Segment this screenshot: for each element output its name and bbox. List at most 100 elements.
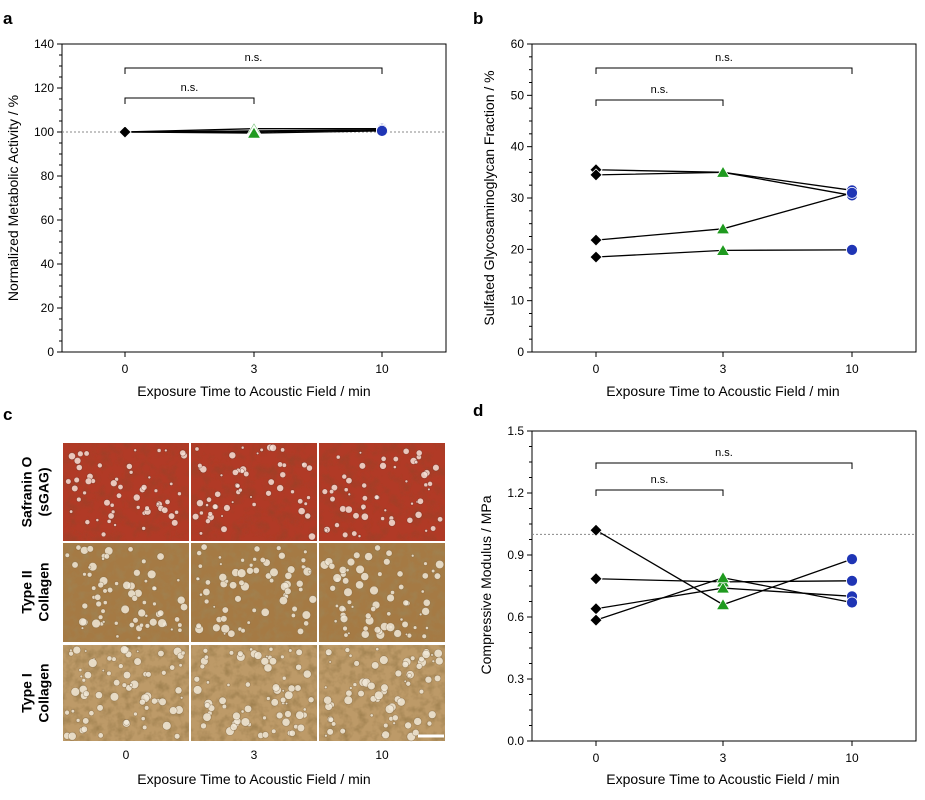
cell-lacuna	[345, 568, 350, 573]
cell-lacuna	[278, 552, 286, 560]
cell-lacuna	[367, 681, 376, 691]
cell-lacuna	[197, 563, 203, 569]
cell-lacuna	[421, 633, 427, 639]
cell-lacuna	[109, 502, 115, 508]
y-tick-label: 60	[41, 213, 55, 227]
cell-lacuna	[278, 596, 288, 605]
x-axis-label: Exposure Time to Acoustic Field / min	[137, 771, 370, 787]
cell-lacuna	[111, 656, 117, 662]
cell-lacuna	[80, 725, 88, 733]
y-tick-label: 100	[34, 125, 54, 139]
cell-lacuna	[277, 461, 284, 468]
cell-lacuna	[357, 689, 365, 698]
cell-lacuna	[420, 471, 429, 479]
significance-label: n.s.	[715, 447, 733, 459]
cell-lacuna	[285, 702, 289, 706]
cell-lacuna	[100, 608, 106, 614]
cell-lacuna	[78, 668, 83, 672]
cell-lacuna	[290, 489, 295, 495]
cell-lacuna	[410, 501, 414, 506]
cell-lacuna	[240, 709, 245, 714]
micrograph-grid	[63, 443, 445, 742]
cell-lacuna	[237, 650, 244, 657]
cell-lacuna	[282, 675, 287, 681]
cell-lacuna	[265, 490, 272, 497]
cell-lacuna	[432, 464, 440, 472]
cell-lacuna	[133, 569, 141, 577]
cell-lacuna	[401, 620, 409, 628]
cell-lacuna	[86, 545, 94, 553]
cell-lacuna	[401, 660, 409, 668]
cell-lacuna	[126, 463, 133, 470]
cell-lacuna	[206, 680, 210, 685]
cell-lacuna	[261, 731, 270, 739]
panel-letter-c: c	[3, 405, 12, 424]
plot-frame	[61, 43, 447, 353]
cell-lacuna	[415, 662, 423, 670]
cell-lacuna	[164, 499, 171, 505]
cell-lacuna	[361, 495, 368, 502]
cell-lacuna	[158, 697, 167, 706]
cell-lacuna	[195, 622, 202, 630]
cell-lacuna	[78, 617, 88, 627]
cell-lacuna	[344, 505, 353, 514]
cell-lacuna	[84, 477, 93, 485]
cell-lacuna	[431, 659, 435, 663]
cell-lacuna	[218, 573, 228, 582]
cell-lacuna	[118, 663, 124, 669]
cell-lacuna	[70, 709, 75, 714]
cell-lacuna	[339, 728, 346, 735]
cell-lacuna	[414, 511, 423, 519]
cell-lacuna	[212, 623, 221, 632]
significance-bracket	[595, 67, 853, 74]
data-point-triangle	[715, 570, 731, 584]
x-tick-label: 3	[720, 751, 727, 765]
cell-lacuna	[303, 501, 308, 506]
cell-lacuna	[136, 649, 140, 653]
cell-lacuna	[418, 689, 425, 695]
cell-lacuna	[433, 674, 442, 682]
cell-lacuna	[267, 478, 275, 486]
cell-lacuna	[192, 685, 203, 695]
cell-lacuna	[87, 565, 92, 570]
cell-lacuna	[430, 653, 434, 657]
cell-lacuna	[399, 617, 404, 622]
cell-lacuna	[328, 562, 336, 570]
cell-lacuna	[419, 612, 423, 617]
cell-lacuna	[229, 581, 238, 590]
cell-lacuna	[321, 488, 328, 495]
cell-lacuna	[300, 557, 307, 563]
cell-lacuna	[179, 696, 184, 700]
micrograph-texture	[63, 443, 189, 541]
cell-lacuna	[281, 717, 291, 727]
cell-lacuna	[147, 569, 157, 579]
cell-lacuna	[114, 621, 119, 626]
cell-lacuna	[111, 509, 116, 514]
cell-lacuna	[75, 464, 83, 471]
cell-lacuna	[212, 605, 216, 609]
cell-lacuna	[156, 502, 160, 506]
cell-lacuna	[411, 554, 415, 558]
cell-lacuna	[81, 678, 86, 683]
cell-lacuna	[423, 561, 428, 566]
cell-lacuna	[95, 518, 100, 522]
cell-lacuna	[106, 670, 112, 676]
cell-lacuna	[270, 698, 279, 707]
cell-lacuna	[207, 511, 213, 517]
cell-lacuna	[178, 663, 183, 668]
cell-lacuna	[70, 687, 80, 697]
cell-lacuna	[94, 593, 102, 601]
cell-lacuna	[256, 451, 260, 455]
cell-lacuna	[383, 722, 389, 729]
cell-lacuna	[220, 615, 228, 623]
cell-lacuna	[375, 647, 380, 652]
cell-lacuna	[424, 529, 428, 533]
cell-lacuna	[398, 584, 405, 590]
cell-lacuna	[180, 650, 186, 656]
cell-lacuna	[102, 588, 108, 594]
x-tick-label: 3	[720, 362, 727, 376]
cell-lacuna	[88, 710, 95, 717]
cell-lacuna	[423, 482, 429, 488]
